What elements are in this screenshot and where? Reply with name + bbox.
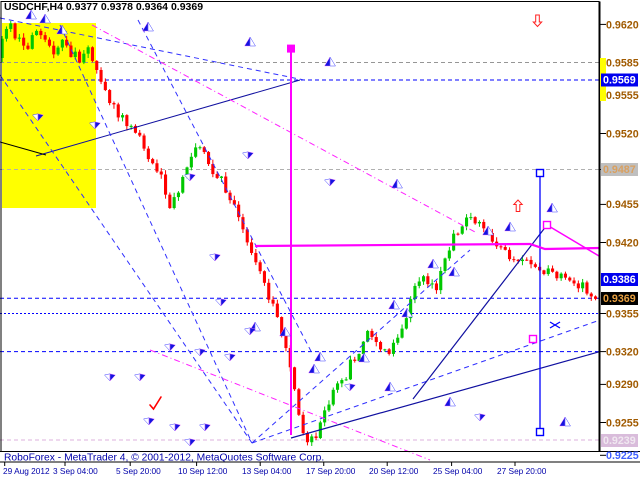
- svg-text:0.9239: 0.9239: [603, 435, 636, 447]
- svg-text:0.9569: 0.9569: [603, 74, 636, 86]
- svg-text:0.9320: 0.9320: [606, 346, 639, 358]
- svg-text:13 Sep 04:00: 13 Sep 04:00: [242, 466, 292, 476]
- svg-text:0.9555: 0.9555: [606, 90, 639, 102]
- svg-text:0.9520: 0.9520: [606, 128, 639, 140]
- svg-text:25 Sep 04:00: 25 Sep 04:00: [433, 466, 483, 476]
- svg-text:0.9620: 0.9620: [606, 19, 639, 31]
- svg-text:0.9290: 0.9290: [606, 379, 639, 391]
- svg-text:29 Aug 2012: 29 Aug 2012: [3, 466, 50, 476]
- svg-text:17 Sep 20:00: 17 Sep 20:00: [306, 466, 356, 476]
- svg-text:10 Sep 12:00: 10 Sep 12:00: [178, 466, 228, 476]
- svg-text:0.9355: 0.9355: [606, 308, 639, 320]
- svg-text:0.9585: 0.9585: [606, 57, 639, 69]
- svg-text:0.9386: 0.9386: [603, 274, 636, 286]
- svg-text:0.9225: 0.9225: [606, 450, 639, 462]
- svg-text:0.9487: 0.9487: [603, 164, 636, 176]
- svg-text:5 Sep 20:00: 5 Sep 20:00: [116, 466, 161, 476]
- svg-text:USDCHF,H4 0.9377 0.9378 0.936: USDCHF,H4 0.9377 0.9378 0.9364 0.9369: [4, 1, 203, 13]
- svg-text:0.9255: 0.9255: [606, 417, 639, 429]
- svg-text:0.9455: 0.9455: [606, 199, 639, 211]
- svg-text:3 Sep 04:00: 3 Sep 04:00: [53, 466, 98, 476]
- svg-text:20 Sep 12:00: 20 Sep 12:00: [369, 466, 419, 476]
- svg-text:0.9420: 0.9420: [606, 237, 639, 249]
- svg-text:0.9369: 0.9369: [603, 293, 636, 305]
- svg-text:27 Sep 20:00: 27 Sep 20:00: [497, 466, 547, 476]
